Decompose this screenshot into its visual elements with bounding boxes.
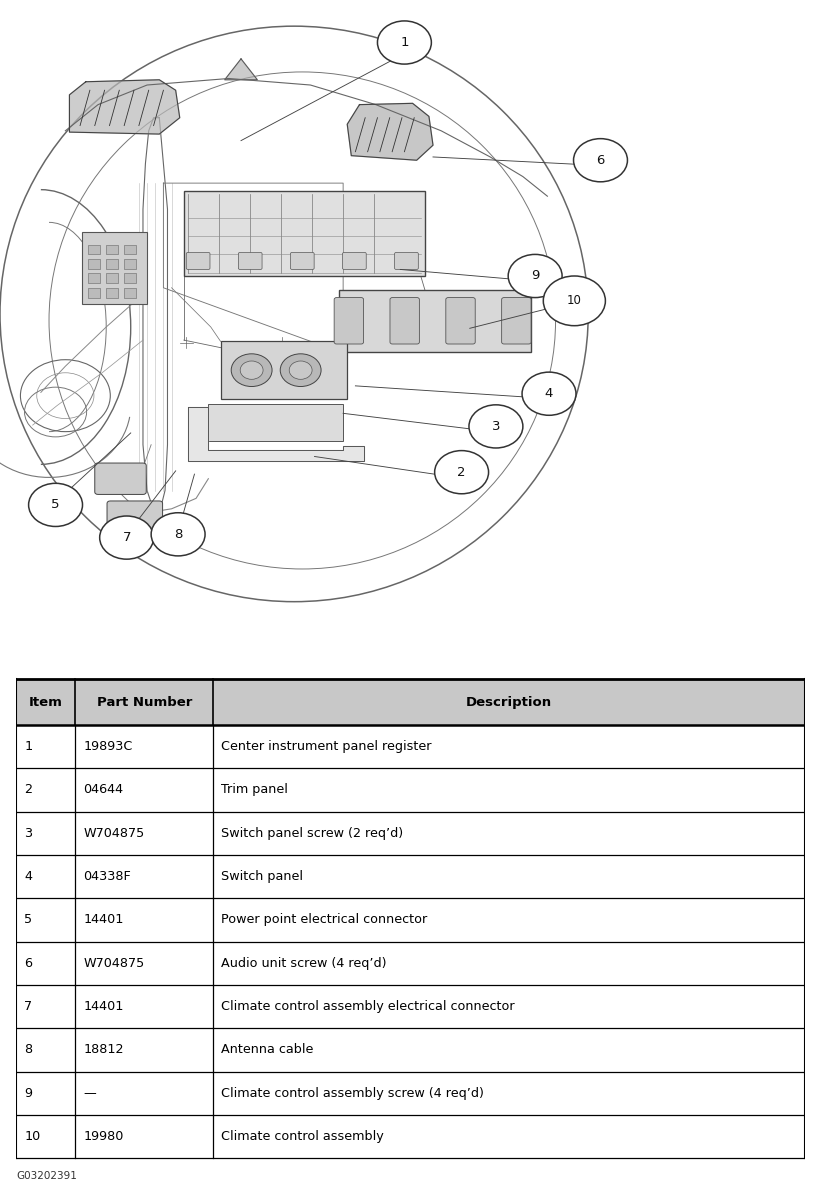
FancyBboxPatch shape [124, 245, 136, 254]
Text: Item: Item [29, 696, 63, 708]
Text: 04644: 04644 [83, 784, 123, 797]
FancyBboxPatch shape [88, 274, 100, 283]
FancyBboxPatch shape [124, 259, 136, 269]
Text: —: — [83, 1087, 96, 1099]
FancyBboxPatch shape [239, 252, 262, 270]
Text: 19980: 19980 [83, 1130, 123, 1144]
Text: 9: 9 [531, 270, 539, 282]
Text: Climate control assembly screw (4 req’d): Climate control assembly screw (4 req’d) [221, 1087, 484, 1099]
FancyBboxPatch shape [124, 274, 136, 283]
Text: 1: 1 [25, 740, 33, 754]
Text: 3: 3 [25, 827, 33, 840]
Circle shape [151, 512, 205, 556]
Text: Switch panel: Switch panel [221, 870, 303, 883]
Circle shape [377, 20, 431, 64]
FancyBboxPatch shape [446, 298, 475, 344]
Circle shape [574, 139, 627, 182]
Text: 4: 4 [25, 870, 32, 883]
Circle shape [29, 484, 83, 527]
Text: Switch panel screw (2 req’d): Switch panel screw (2 req’d) [221, 827, 404, 840]
Circle shape [289, 361, 312, 379]
FancyBboxPatch shape [95, 463, 146, 494]
FancyBboxPatch shape [390, 298, 419, 344]
FancyBboxPatch shape [82, 232, 147, 304]
FancyBboxPatch shape [106, 274, 118, 283]
Circle shape [435, 451, 489, 493]
Text: 3: 3 [492, 420, 500, 433]
Text: 5: 5 [25, 913, 33, 926]
Circle shape [231, 354, 272, 386]
FancyBboxPatch shape [395, 252, 418, 270]
Text: Audio unit screw (4 req’d): Audio unit screw (4 req’d) [221, 956, 386, 970]
FancyBboxPatch shape [88, 259, 100, 269]
Text: 4: 4 [545, 388, 553, 401]
Text: G03202391: G03202391 [16, 1171, 78, 1181]
Text: 7: 7 [25, 1000, 33, 1013]
Text: 18812: 18812 [83, 1044, 124, 1056]
Bar [16, 679, 805, 725]
FancyBboxPatch shape [221, 341, 347, 398]
Text: Climate control assembly: Climate control assembly [221, 1130, 384, 1144]
Polygon shape [188, 407, 364, 461]
Text: Description: Description [466, 696, 552, 708]
FancyBboxPatch shape [339, 289, 531, 352]
Circle shape [508, 254, 562, 298]
Text: 6: 6 [25, 956, 32, 970]
Circle shape [280, 354, 321, 386]
Circle shape [469, 404, 523, 448]
Circle shape [100, 516, 154, 559]
FancyBboxPatch shape [290, 252, 314, 270]
Circle shape [240, 361, 263, 379]
Text: 9: 9 [25, 1087, 32, 1099]
FancyBboxPatch shape [186, 252, 210, 270]
Polygon shape [347, 103, 433, 161]
Text: W704875: W704875 [83, 956, 145, 970]
Text: 14401: 14401 [83, 913, 123, 926]
FancyBboxPatch shape [124, 288, 136, 298]
Polygon shape [69, 79, 180, 134]
Text: Part Number: Part Number [96, 696, 192, 708]
FancyBboxPatch shape [88, 288, 100, 298]
FancyBboxPatch shape [342, 252, 366, 270]
Text: Trim panel: Trim panel [221, 784, 288, 797]
FancyBboxPatch shape [334, 298, 364, 344]
FancyBboxPatch shape [106, 259, 118, 269]
Text: W704875: W704875 [83, 827, 145, 840]
Text: 14401: 14401 [83, 1000, 123, 1013]
FancyBboxPatch shape [106, 288, 118, 298]
Text: Power point electrical connector: Power point electrical connector [221, 913, 427, 926]
FancyBboxPatch shape [106, 245, 118, 254]
Circle shape [543, 276, 605, 325]
Text: 10: 10 [25, 1130, 41, 1144]
Text: 7: 7 [123, 532, 131, 544]
Polygon shape [225, 59, 257, 79]
Text: Climate control assembly electrical connector: Climate control assembly electrical conn… [221, 1000, 515, 1013]
Text: 1: 1 [400, 36, 408, 49]
Text: Antenna cable: Antenna cable [221, 1044, 314, 1056]
Text: 6: 6 [596, 154, 605, 167]
Text: 10: 10 [567, 294, 582, 307]
Text: 2: 2 [458, 466, 466, 479]
Text: 8: 8 [174, 528, 182, 541]
Text: 5: 5 [51, 498, 60, 511]
Text: 19893C: 19893C [83, 740, 132, 754]
FancyBboxPatch shape [107, 500, 163, 532]
Text: 2: 2 [25, 784, 32, 797]
FancyBboxPatch shape [502, 298, 531, 344]
Text: Center instrument panel register: Center instrument panel register [221, 740, 432, 754]
Circle shape [522, 372, 576, 415]
FancyBboxPatch shape [208, 403, 343, 442]
FancyBboxPatch shape [88, 245, 100, 254]
Text: 04338F: 04338F [83, 870, 131, 883]
Text: 8: 8 [25, 1044, 33, 1056]
FancyBboxPatch shape [184, 191, 425, 276]
